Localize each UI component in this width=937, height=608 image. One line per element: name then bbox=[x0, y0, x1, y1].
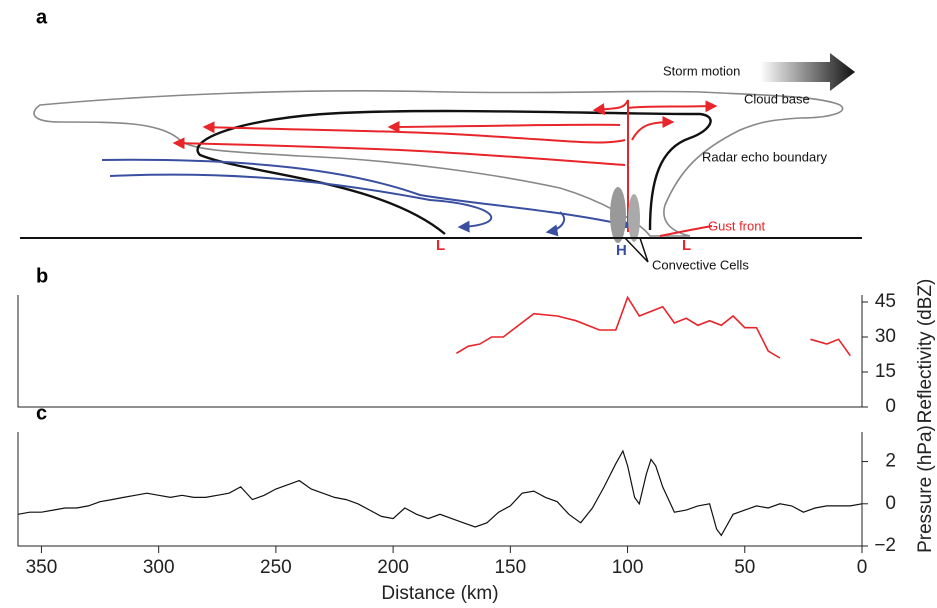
flow bbox=[172, 137, 626, 166]
y-tick-label: 0 bbox=[885, 493, 896, 514]
flow bbox=[202, 121, 626, 144]
gust-front-line bbox=[659, 225, 713, 237]
axis-frame bbox=[17, 432, 863, 547]
flow bbox=[627, 100, 718, 113]
cell bbox=[628, 194, 640, 242]
label: Cloud base bbox=[744, 91, 810, 106]
y-tick-label: 30 bbox=[875, 326, 896, 347]
data-line bbox=[17, 449, 863, 537]
axis-frame bbox=[17, 295, 863, 408]
label: Gust front bbox=[708, 218, 765, 233]
x-tick-label: 0 bbox=[857, 557, 868, 578]
inflow bbox=[109, 173, 493, 233]
x-tick-label: 50 bbox=[734, 557, 755, 578]
x-axis-label: Distance (km) bbox=[381, 583, 498, 604]
inflow bbox=[101, 158, 633, 230]
schematic bbox=[20, 53, 862, 263]
label: Radar echo boundary bbox=[702, 149, 828, 164]
y-tick-label: 45 bbox=[875, 291, 896, 312]
flow bbox=[592, 99, 629, 232]
storm-arrow bbox=[760, 53, 855, 91]
y-tick-label: −2 bbox=[874, 535, 896, 556]
inflow bbox=[545, 211, 566, 237]
flow bbox=[631, 116, 675, 141]
panel-label: b bbox=[36, 265, 48, 287]
low-label: L bbox=[436, 237, 445, 254]
panel-label: a bbox=[36, 6, 48, 28]
x-tick-label: 100 bbox=[612, 557, 644, 578]
y-axis-label: Reflectivity (dBZ) bbox=[915, 279, 936, 424]
y-tick-label: 0 bbox=[885, 396, 896, 417]
data-line bbox=[455, 295, 851, 359]
y-tick-label: 2 bbox=[885, 451, 896, 472]
echo-boundary bbox=[196, 109, 712, 235]
flow bbox=[387, 120, 621, 133]
panel-label: c bbox=[36, 402, 47, 424]
cloud-outline bbox=[33, 90, 844, 237]
x-tick-label: 300 bbox=[143, 557, 175, 578]
x-tick-label: 250 bbox=[260, 557, 292, 578]
x-tick-label: 150 bbox=[494, 557, 526, 578]
pointer bbox=[624, 237, 649, 263]
low-label: L bbox=[682, 237, 691, 254]
cell bbox=[610, 187, 626, 243]
y-tick-label: 15 bbox=[875, 361, 896, 382]
label: Convective Cells bbox=[652, 257, 749, 272]
x-tick-label: 350 bbox=[26, 557, 58, 578]
high-label: H bbox=[616, 242, 627, 259]
x-tick-label: 200 bbox=[377, 557, 409, 578]
y-axis-label: Pressure (hPa) bbox=[915, 425, 936, 553]
label: Storm motion bbox=[663, 63, 740, 78]
